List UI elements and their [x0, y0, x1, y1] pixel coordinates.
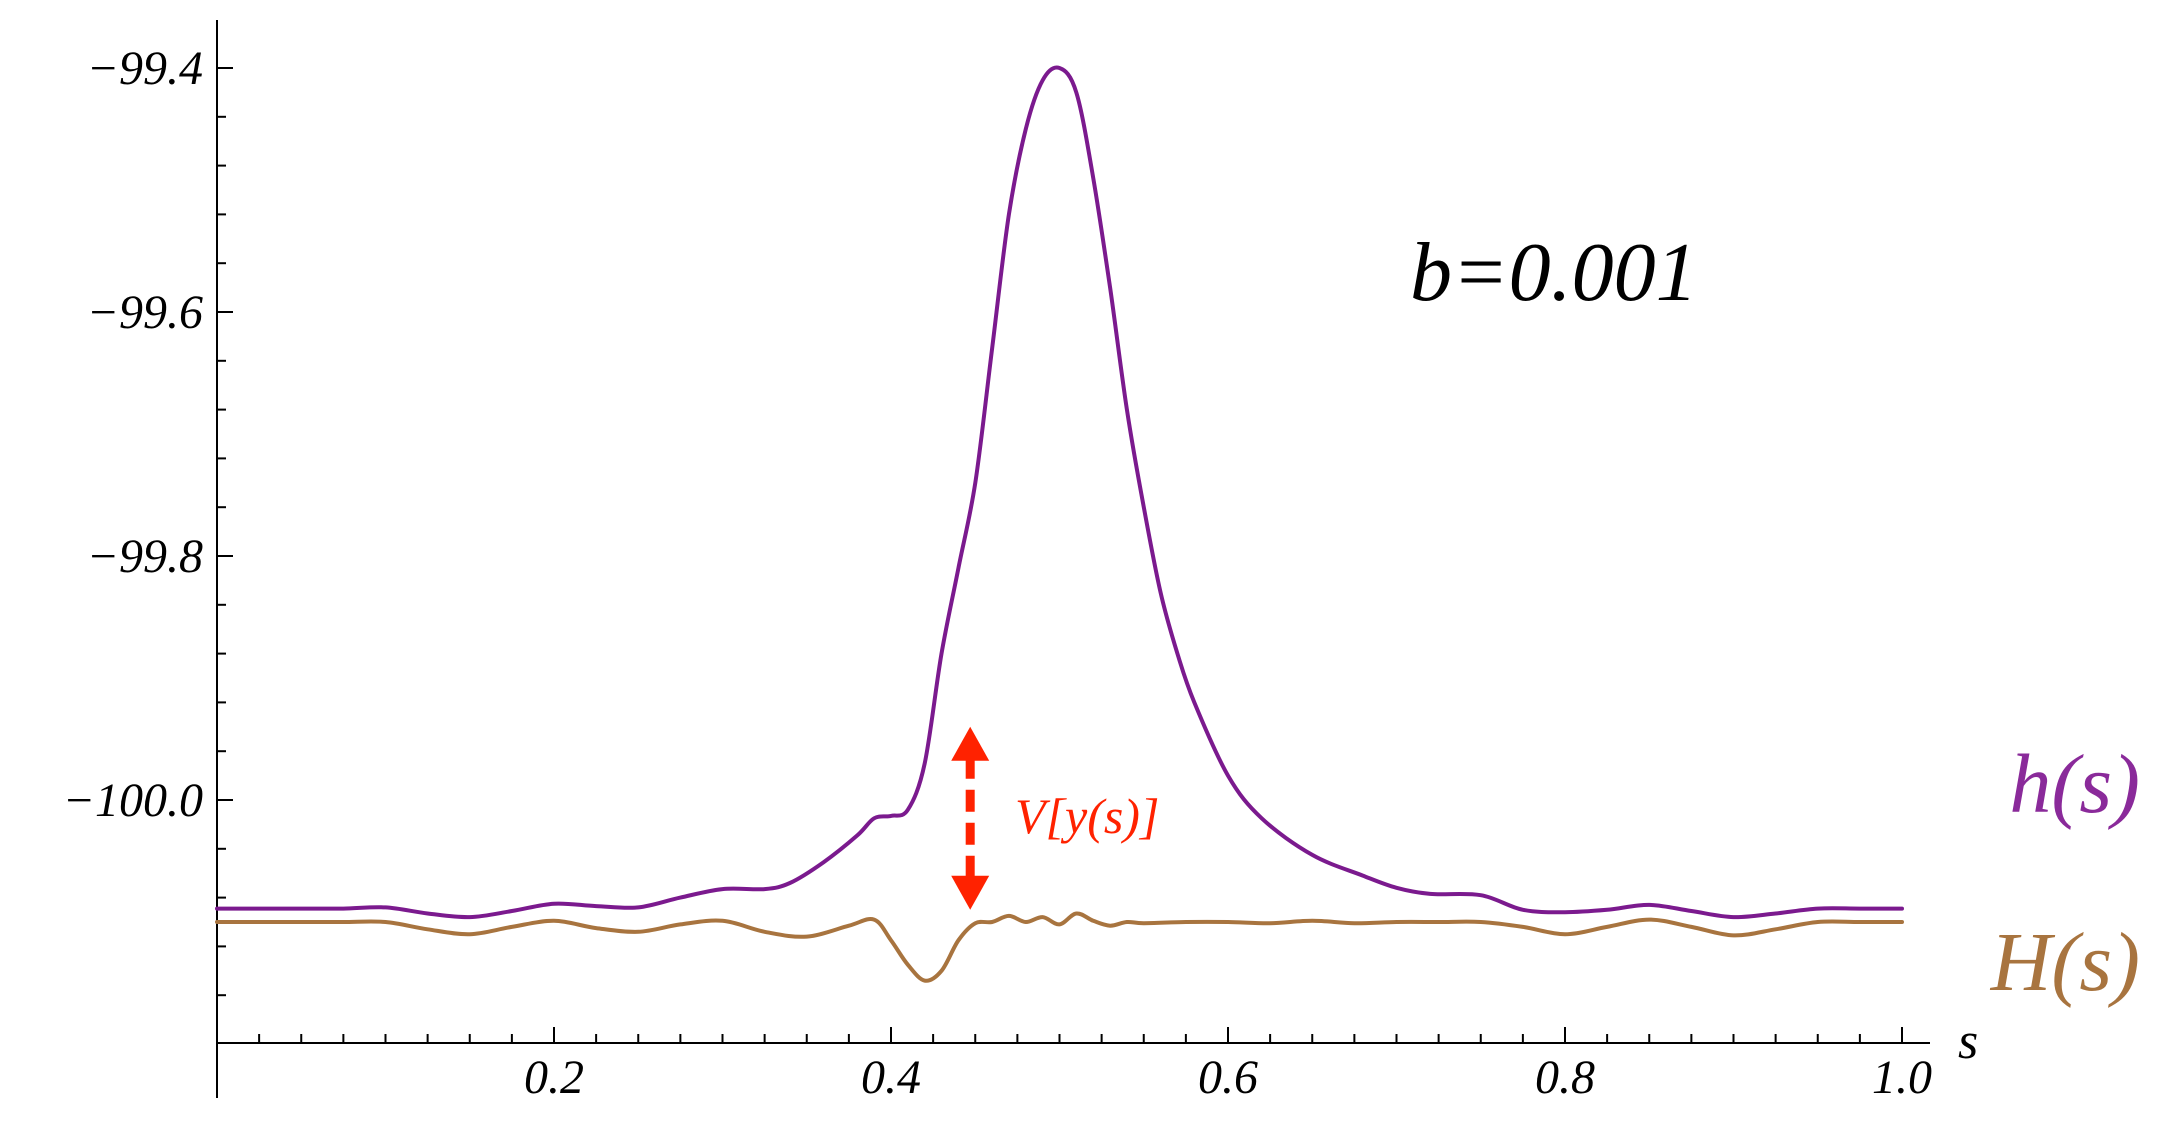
- x-tick-label: 0.4: [861, 1051, 921, 1104]
- series-line-H: [215, 911, 1904, 983]
- v-annotation: [951, 726, 990, 910]
- axis-ticks: [217, 67, 1903, 1043]
- parameter-label: b=0.001: [1410, 226, 1698, 319]
- x-tick-label: 0.2: [524, 1051, 584, 1104]
- v-annotation-label: V[y(s)]: [1015, 788, 1159, 844]
- x-tick-label: 0.8: [1535, 1051, 1595, 1104]
- annotation-arrowhead-up: [951, 726, 990, 761]
- y-tick-label: −99.4: [87, 42, 203, 95]
- x-tick-labels: 0.2 0.4 0.6 0.8 1.0: [524, 1051, 1932, 1104]
- y-tick-label: −99.8: [87, 530, 203, 583]
- series-lines: [215, 65, 1904, 983]
- series-line-h: [215, 65, 1904, 920]
- y-tick-labels: −99.4 −99.6 −99.8 −100.0: [63, 42, 203, 827]
- x-axis-label: s: [1958, 1013, 1978, 1070]
- x-tick-label: 0.6: [1198, 1051, 1258, 1104]
- y-tick-label: −99.6: [87, 286, 203, 339]
- series-label-H: H(s): [1990, 916, 2140, 1009]
- annotation-arrowhead-down: [951, 875, 990, 910]
- y-tick-label: −100.0: [63, 774, 203, 827]
- series-label-h: h(s): [2009, 738, 2140, 831]
- x-tick-label: 1.0: [1872, 1051, 1932, 1104]
